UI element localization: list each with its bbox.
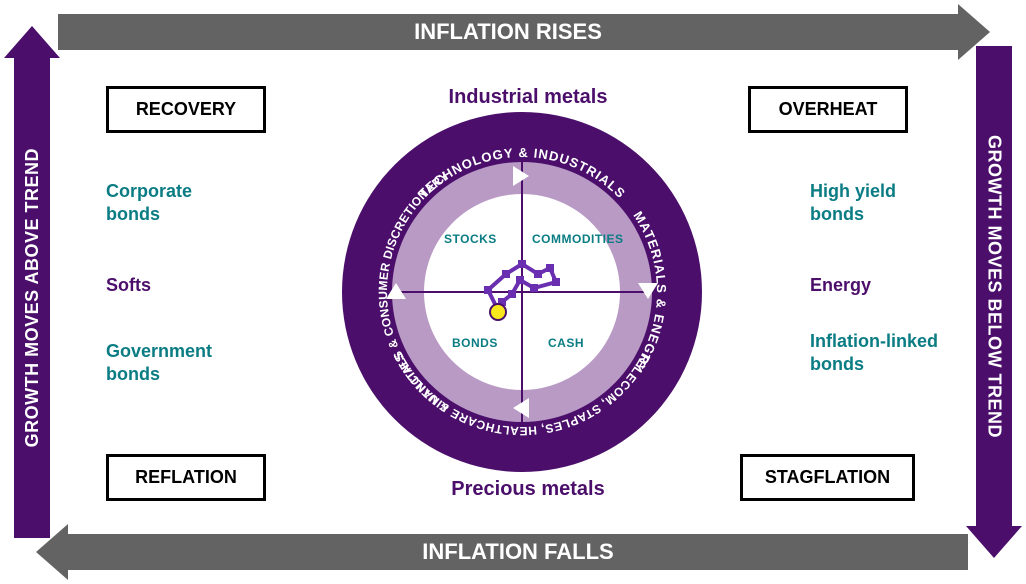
side-right-2: Inflation-linked bonds	[810, 330, 940, 375]
side-left-1: Softs	[106, 274, 151, 297]
precious-metals-label: Precious metals	[428, 478, 628, 501]
quadrant-reflation-label: REFLATION	[135, 467, 237, 488]
side-right-0: High yield bonds	[810, 180, 930, 225]
left-arrow-bar: GROWTH MOVES ABOVE TREND	[14, 58, 50, 538]
quadrant-stagflation: STAGFLATION	[740, 454, 915, 501]
quadrant-overheat-label: OVERHEAT	[779, 99, 878, 120]
tri-right-icon	[638, 283, 658, 299]
quadrant-overheat: OVERHEAT	[748, 86, 908, 133]
right-arrow-bar: GROWTH MOVES BELOW TREND	[976, 46, 1012, 526]
side-left-2: Government bonds	[106, 340, 246, 385]
industrial-metals-text: Industrial metals	[449, 86, 608, 108]
precious-metals-text: Precious metals	[451, 478, 604, 500]
tri-left-icon	[386, 283, 406, 299]
bottom-arrow-label: INFLATION FALLS	[422, 539, 613, 565]
tri-bottom-icon	[513, 398, 529, 418]
quadrant-stagflation-label: STAGFLATION	[765, 467, 890, 488]
current-point-icon	[490, 304, 506, 320]
left-arrow-head	[4, 26, 60, 58]
industrial-metals-label: Industrial metals	[428, 86, 628, 109]
side-right-1: Energy	[810, 274, 871, 297]
bottom-arrow-bar: INFLATION FALLS	[68, 534, 968, 570]
center-path-svg	[462, 254, 582, 334]
right-arrow-label: GROWTH MOVES BELOW TREND	[984, 135, 1005, 438]
tri-top-icon	[513, 166, 529, 186]
quadrant-reflation: REFLATION	[106, 454, 266, 501]
side-left-0: Corporate bonds	[106, 180, 226, 225]
left-arrow-label: GROWTH MOVES ABOVE TREND	[22, 148, 43, 447]
quadrant-recovery-label: RECOVERY	[136, 99, 236, 120]
right-arrow-head	[966, 526, 1022, 558]
quadrant-recovery: RECOVERY	[106, 86, 266, 133]
top-arrow-bar: INFLATION RISES	[58, 14, 958, 50]
top-arrow-label: INFLATION RISES	[414, 19, 602, 45]
